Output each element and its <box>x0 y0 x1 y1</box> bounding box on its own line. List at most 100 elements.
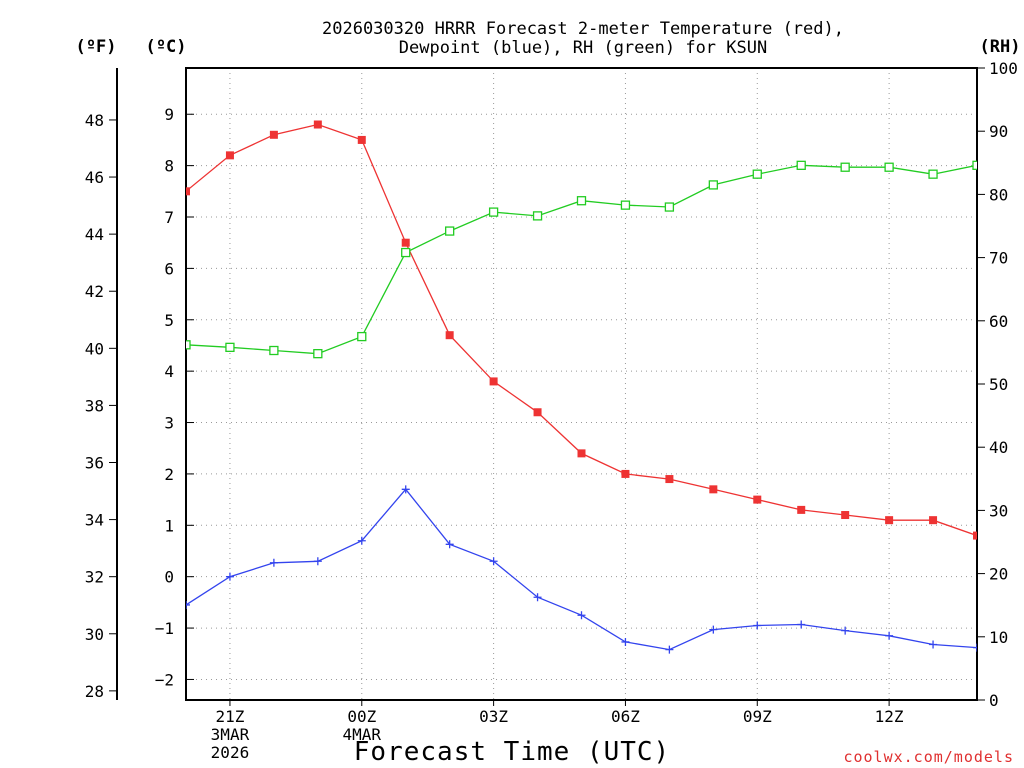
dewpoint-point <box>973 643 977 652</box>
rh-point <box>532 211 543 221</box>
plot-layer: −2−1012345678928303234363840424446480102… <box>85 59 1018 762</box>
fahrenheit-axis-unit: (ºF) <box>76 37 117 57</box>
fahrenheit-tick-label: 38 <box>85 396 104 415</box>
rh-point <box>972 160 977 170</box>
dewpoint-point <box>621 637 630 646</box>
rh-tick-label: 10 <box>989 628 1008 647</box>
dewpoint-point <box>401 485 410 494</box>
celsius-tick-label: 3 <box>164 414 174 433</box>
chart-title-line-1: 2026030320 HRRR Forecast 2-meter Tempera… <box>322 19 844 39</box>
rh-tick-label: 90 <box>989 122 1008 141</box>
rh-point <box>488 207 499 217</box>
chart-title-line-2: Dewpoint (blue), RH (green) for KSUN <box>399 38 767 58</box>
dewpoint-point <box>885 631 894 640</box>
x-tick-label: 21Z <box>215 707 244 726</box>
celsius-tick-label: 7 <box>164 208 174 227</box>
celsius-tick-label: 4 <box>164 362 174 381</box>
dewpoint-point <box>445 540 454 549</box>
x-tick-label: 2026 <box>211 743 250 762</box>
celsius-axis-unit: (ºC) <box>146 37 187 57</box>
dewpoint-point <box>665 645 674 654</box>
dewpoint-line <box>186 488 977 651</box>
temperature-point <box>885 516 894 525</box>
fahrenheit-tick-label: 48 <box>85 111 104 130</box>
dewpoint-point <box>841 626 850 635</box>
dewpoint-point <box>357 536 366 545</box>
rh-axis-unit: (RH) <box>980 37 1021 57</box>
rh-tick-label: 20 <box>989 565 1008 584</box>
fahrenheit-tick-label: 34 <box>85 511 104 530</box>
fahrenheit-tick-label: 30 <box>85 625 104 644</box>
rh-point <box>445 226 455 236</box>
temperature-point <box>445 331 454 340</box>
temperature-point <box>621 469 630 478</box>
temperature-point <box>973 531 977 540</box>
rh-line <box>186 164 977 355</box>
temperature-point <box>489 377 498 386</box>
temperature-point <box>753 495 762 504</box>
rh-point <box>313 349 323 359</box>
rh-point <box>796 160 806 170</box>
celsius-tick-label: −2 <box>155 670 174 689</box>
rh-tick-label: 80 <box>989 185 1008 204</box>
fahrenheit-tick-label: 32 <box>85 568 104 587</box>
celsius-tick-label: 9 <box>164 105 174 124</box>
rh-point <box>576 196 587 206</box>
fahrenheit-tick-label: 40 <box>85 339 104 358</box>
rh-point <box>269 345 279 356</box>
celsius-tick-label: −1 <box>155 619 174 638</box>
rh-point <box>357 331 367 342</box>
rh-tick-label: 60 <box>989 312 1008 331</box>
fahrenheit-tick-label: 36 <box>85 454 104 473</box>
dewpoint-point <box>709 625 718 634</box>
dewpoint-point <box>269 558 278 567</box>
rh-tick-label: 30 <box>989 501 1008 520</box>
credit-text: coolwx.com/models <box>843 748 1014 766</box>
x-tick-label: 00Z <box>347 707 376 726</box>
rh-point <box>401 247 411 258</box>
dewpoint-point <box>533 593 542 602</box>
fahrenheit-tick-label: 42 <box>85 282 104 301</box>
dewpoint-point <box>313 557 322 566</box>
temperature-point <box>269 130 278 139</box>
dewpoint-point <box>753 621 762 630</box>
celsius-tick-label: 1 <box>164 516 174 535</box>
celsius-tick-label: 2 <box>164 465 174 484</box>
temperature-point <box>797 505 806 514</box>
rh-tick-label: 40 <box>989 438 1008 457</box>
plot-frame <box>185 67 978 701</box>
x-tick-label: 3MAR <box>211 725 250 744</box>
celsius-tick-label: 8 <box>164 157 174 176</box>
x-tick-label: 03Z <box>479 707 508 726</box>
temperature-point <box>357 135 366 144</box>
dewpoint-point <box>489 557 498 566</box>
rh-point <box>928 169 938 179</box>
dewpoint-point <box>577 611 586 620</box>
fahrenheit-tick-label: 28 <box>85 682 104 701</box>
dewpoint-point <box>797 620 806 629</box>
celsius-tick-label: 0 <box>164 568 174 587</box>
dewpoint-point <box>225 572 234 581</box>
fahrenheit-tick-label: 44 <box>85 225 104 244</box>
dewpoint-point <box>186 600 190 609</box>
x-tick-label: 4MAR <box>343 725 382 744</box>
temperature-point <box>225 151 234 160</box>
temperature-point <box>577 449 586 458</box>
dewpoint-point <box>929 640 938 649</box>
temperature-point <box>665 475 674 484</box>
x-axis-label: Forecast Time (UTC) <box>354 737 670 767</box>
rh-tick-label: 70 <box>989 249 1008 268</box>
temperature-point <box>401 238 410 247</box>
rh-point <box>752 169 762 179</box>
series-group <box>186 120 977 654</box>
rh-point <box>840 162 850 172</box>
celsius-tick-label: 5 <box>164 311 174 330</box>
rh-tick-label: 100 <box>989 59 1018 78</box>
temperature-point <box>709 485 718 494</box>
rh-point <box>186 340 191 350</box>
rh-tick-label: 0 <box>989 691 999 710</box>
rh-point <box>884 162 894 172</box>
rh-point <box>664 202 675 212</box>
rh-tick-label: 50 <box>989 375 1008 394</box>
